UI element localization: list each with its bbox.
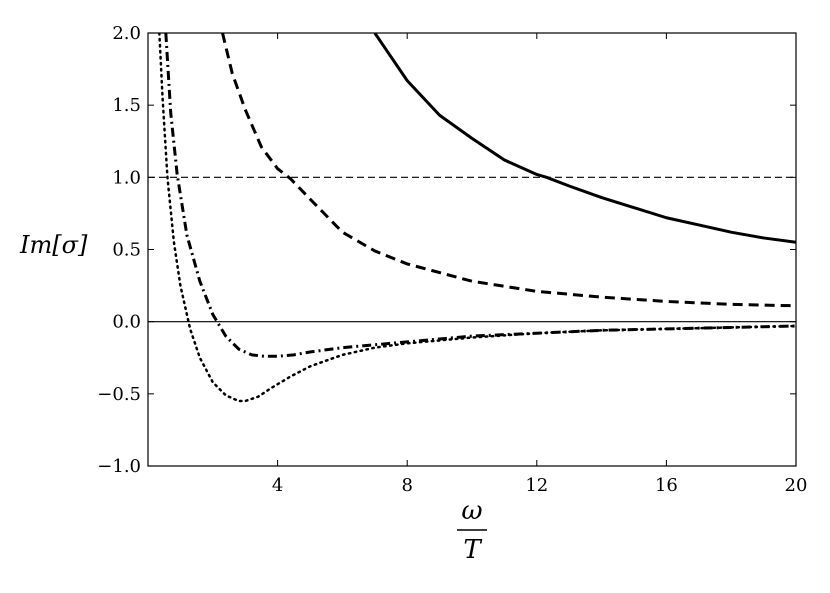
x-tick-label: 16 xyxy=(655,475,678,496)
x-tick-label: 20 xyxy=(785,475,808,496)
series-line-dashdot xyxy=(164,33,796,358)
y-axis-label: Im[σ] xyxy=(19,231,88,259)
y-tick-label: 0.5 xyxy=(112,240,141,261)
x-tick-label: 8 xyxy=(401,475,412,496)
y-tick-label: 0.0 xyxy=(112,312,141,333)
series-layer xyxy=(158,33,796,403)
ticks-layer: 4 8 12 16 20 −1.0 −0.5 0.0 0.5 1.0 1.5 2.0 xyxy=(97,23,807,496)
series-line-dotted xyxy=(158,33,796,403)
x-tick-label: 12 xyxy=(525,475,548,496)
y-tick-label: −1.0 xyxy=(97,456,141,477)
x-axis-label-numerator: ω xyxy=(461,496,482,526)
series-line-solid xyxy=(373,33,796,244)
reference-lines xyxy=(148,176,796,323)
y-tick-label: −0.5 xyxy=(97,384,141,405)
y-tick-label: 1.0 xyxy=(112,167,141,188)
y-tick-label: 1.5 xyxy=(112,95,141,116)
x-axis-label-denominator: T xyxy=(463,535,482,565)
y-tick-label: 2.0 xyxy=(112,23,141,44)
series-line-dashed xyxy=(221,33,796,308)
x-tick-label: 4 xyxy=(272,475,283,496)
